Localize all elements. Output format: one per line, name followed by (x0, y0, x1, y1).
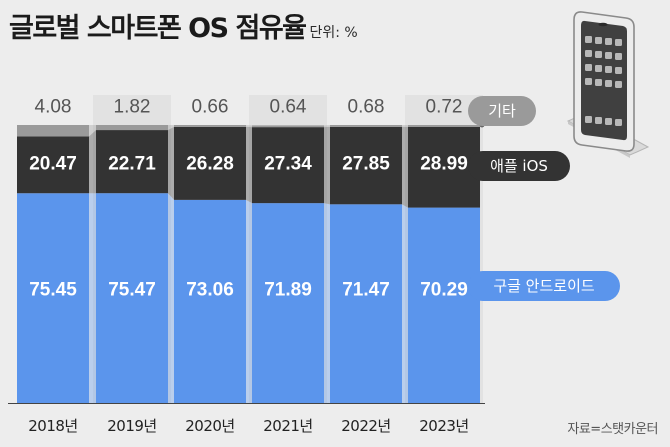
series-connector (246, 199, 252, 403)
series-connector (168, 193, 174, 403)
value-label: 0.68 (348, 97, 385, 118)
value-label: 75.47 (108, 280, 156, 301)
legend-pill (468, 96, 536, 126)
series-connector (402, 126, 408, 208)
series-connector (168, 126, 174, 200)
smartphone-icon (566, 11, 650, 158)
bar-segment (408, 207, 480, 403)
title-block: 글로벌 스마트폰 OS 점유율 단위: % (9, 6, 358, 45)
bar-segment (17, 125, 89, 137)
series-connector (324, 125, 330, 128)
series-connector (246, 126, 252, 204)
value-label: 26.28 (186, 154, 234, 175)
x-tick-label: 2019년 (107, 417, 156, 435)
value-label: 73.06 (186, 280, 234, 301)
value-label: 0.64 (270, 97, 307, 118)
source-note: 자료=스탯카운터 (567, 422, 658, 437)
value-label: 0.66 (192, 97, 229, 118)
value-label: 20.47 (29, 154, 77, 175)
bar-segment (252, 127, 324, 204)
value-label: 1.82 (114, 97, 151, 118)
bar-segment (330, 126, 402, 205)
x-tick-label: 2021년 (263, 417, 312, 435)
legend-label: 애플 iOS (490, 157, 548, 175)
bar-segment (17, 193, 89, 403)
bar-segment (252, 125, 324, 128)
value-label: 71.47 (342, 280, 390, 301)
legend-label: 기타 (488, 102, 516, 120)
series-connector (324, 126, 330, 205)
value-label: 27.85 (342, 154, 390, 175)
bar-segment (17, 136, 89, 194)
series-connector (246, 125, 252, 128)
unit-label: 단위: % (309, 25, 358, 41)
series-connector (89, 130, 96, 194)
legend-pill (468, 151, 570, 181)
value-label: 0.72 (426, 97, 463, 118)
series-connector (89, 125, 96, 137)
x-tick-label: 2023년 (419, 417, 468, 435)
bar-segment (174, 199, 246, 403)
bar-segment (174, 126, 246, 200)
bar-segment (174, 125, 246, 127)
series-connector (324, 203, 330, 403)
value-label: 28.99 (420, 154, 468, 175)
series-connector (402, 204, 408, 403)
series-connector (89, 193, 96, 403)
bar-segment (408, 127, 480, 208)
bar-segment (96, 125, 168, 131)
x-tick-label: 2020년 (185, 417, 234, 435)
x-tick-label: 2018년 (28, 417, 77, 435)
legend-label: 구글 안드로이드 (493, 277, 595, 295)
bar-segment (408, 125, 480, 128)
value-label: 22.71 (108, 154, 156, 175)
bar-segment (330, 204, 402, 403)
bar-segment (330, 125, 402, 127)
bar-segment (96, 130, 168, 194)
x-tick-label: 2022년 (341, 417, 390, 435)
value-label: 70.29 (420, 280, 468, 301)
value-label: 75.45 (29, 280, 77, 301)
value-label: 27.34 (264, 154, 312, 175)
series-connector (168, 125, 174, 131)
value-label: 4.08 (35, 97, 72, 118)
series-connector (402, 125, 408, 128)
bar-segment (252, 203, 324, 403)
chart-title: 글로벌 스마트폰 OS 점유율 (9, 13, 307, 44)
value-label: 71.89 (264, 280, 312, 301)
bar-segment (96, 193, 168, 403)
legend-pill (468, 271, 620, 301)
